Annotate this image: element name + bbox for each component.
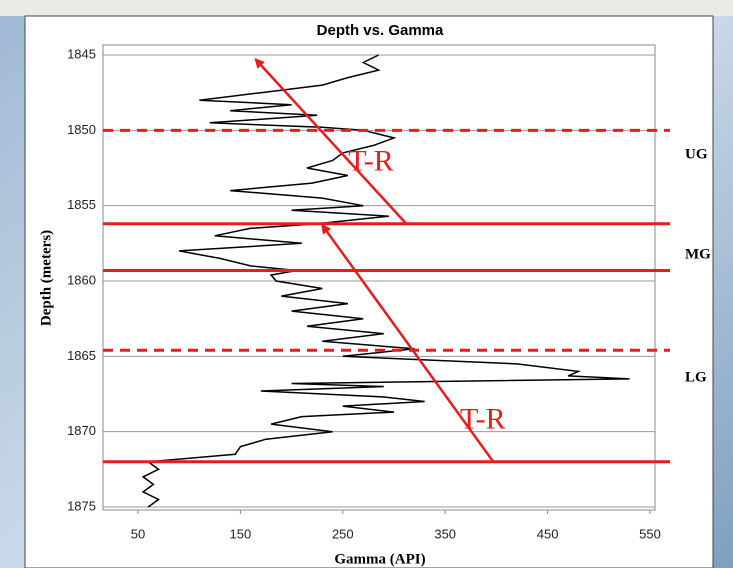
gamma-line	[141, 54, 630, 508]
x-tick-label: 550	[639, 526, 661, 541]
y-tick-label: 1870	[67, 423, 96, 438]
chart-panel	[24, 15, 714, 568]
x-tick-label: 250	[332, 526, 354, 541]
x-axis-title: Gamma (API)	[334, 551, 425, 567]
arrow-label: T-R	[460, 403, 506, 436]
arrow	[321, 223, 495, 463]
chart-title: Depth vs. Gamma	[317, 22, 444, 39]
x-tick-label: 50	[131, 526, 145, 541]
arrow	[254, 58, 408, 225]
y-tick-label: 1855	[67, 197, 96, 212]
x-tick-label: 350	[434, 526, 456, 541]
y-axis-title: Depth (meters)	[38, 230, 54, 326]
y-tick-label: 1845	[67, 46, 96, 61]
y-tick-label: 1875	[67, 498, 96, 513]
zone-label: LG	[685, 369, 707, 385]
zone-label: UG	[685, 146, 708, 162]
x-tick-label: 450	[537, 526, 559, 541]
zone-label: MG	[685, 246, 711, 262]
y-tick-label: 1860	[67, 272, 96, 287]
y-tick-label: 1865	[67, 348, 96, 363]
x-tick-label: 150	[230, 526, 252, 541]
top-strip	[0, 0, 733, 16]
arrow-label: T-R	[348, 145, 394, 178]
y-tick-label: 1850	[67, 122, 96, 137]
plot-frame	[102, 44, 656, 511]
